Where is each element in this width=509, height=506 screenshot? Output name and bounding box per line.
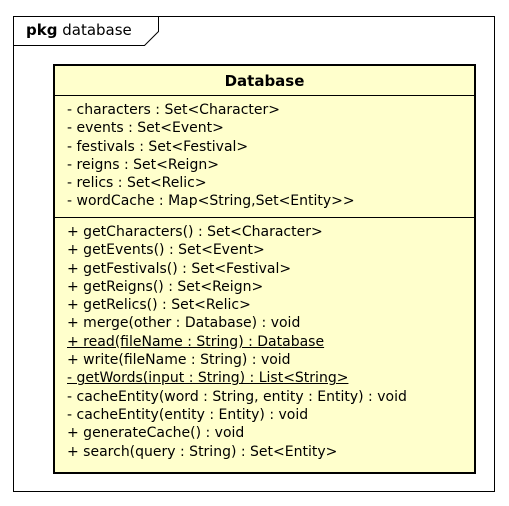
- package-name: database: [62, 21, 132, 39]
- package-frame: [13, 16, 495, 492]
- package-title: pkg database: [26, 21, 132, 39]
- operation-get-characters: + getCharacters() : Set<Character>: [67, 224, 323, 240]
- operation-search: + search(query : String) : Set<Entity>: [67, 443, 338, 460]
- class-name: Database: [55, 66, 474, 96]
- operation-merge: + merge(other : Database) : void: [67, 315, 301, 332]
- operation-get-relics: + getRelics() : Set<Relic>: [67, 297, 251, 314]
- operation-cache-entity-word: - cacheEntity(word : String, entity : En…: [67, 388, 407, 405]
- package-keyword: pkg: [26, 21, 58, 39]
- operation-get-words: - getWords(input : String) : List<String…: [67, 370, 349, 387]
- operations-compartment: + getCharacters() : Set<Character> + get…: [55, 218, 474, 467]
- attributes-compartment: - characters : Set<Character> - events :…: [55, 96, 474, 218]
- package-tab-outline: [13, 16, 159, 46]
- attribute-wordcache: - wordCache : Map<String,Set<Entity>>: [67, 193, 355, 210]
- operation-read: + read(fileName : String) : Database: [67, 333, 325, 350]
- class-database: Database - characters : Set<Character> -…: [53, 64, 476, 474]
- attribute-festivals: - festivals : Set<Festival>: [67, 138, 249, 155]
- operation-get-reigns: + getReigns() : Set<Reign>: [67, 278, 264, 295]
- package-tab: pkg database: [13, 16, 159, 46]
- operation-generate-cache: + generateCache() : void: [67, 425, 245, 442]
- attribute-reigns: - reigns : Set<Reign>: [67, 156, 219, 173]
- attribute-characters: - characters : Set<Character>: [67, 102, 281, 118]
- operation-get-festivals: + getFestivals() : Set<Festival>: [67, 260, 292, 277]
- operation-cache-entity: - cacheEntity(entity : Entity) : void: [67, 406, 309, 423]
- operation-get-events: + getEvents() : Set<Event>: [67, 242, 265, 259]
- attribute-relics: - relics : Set<Relic>: [67, 175, 207, 192]
- operation-write: + write(fileName : String) : void: [67, 352, 291, 369]
- attribute-events: - events : Set<Event>: [67, 120, 224, 137]
